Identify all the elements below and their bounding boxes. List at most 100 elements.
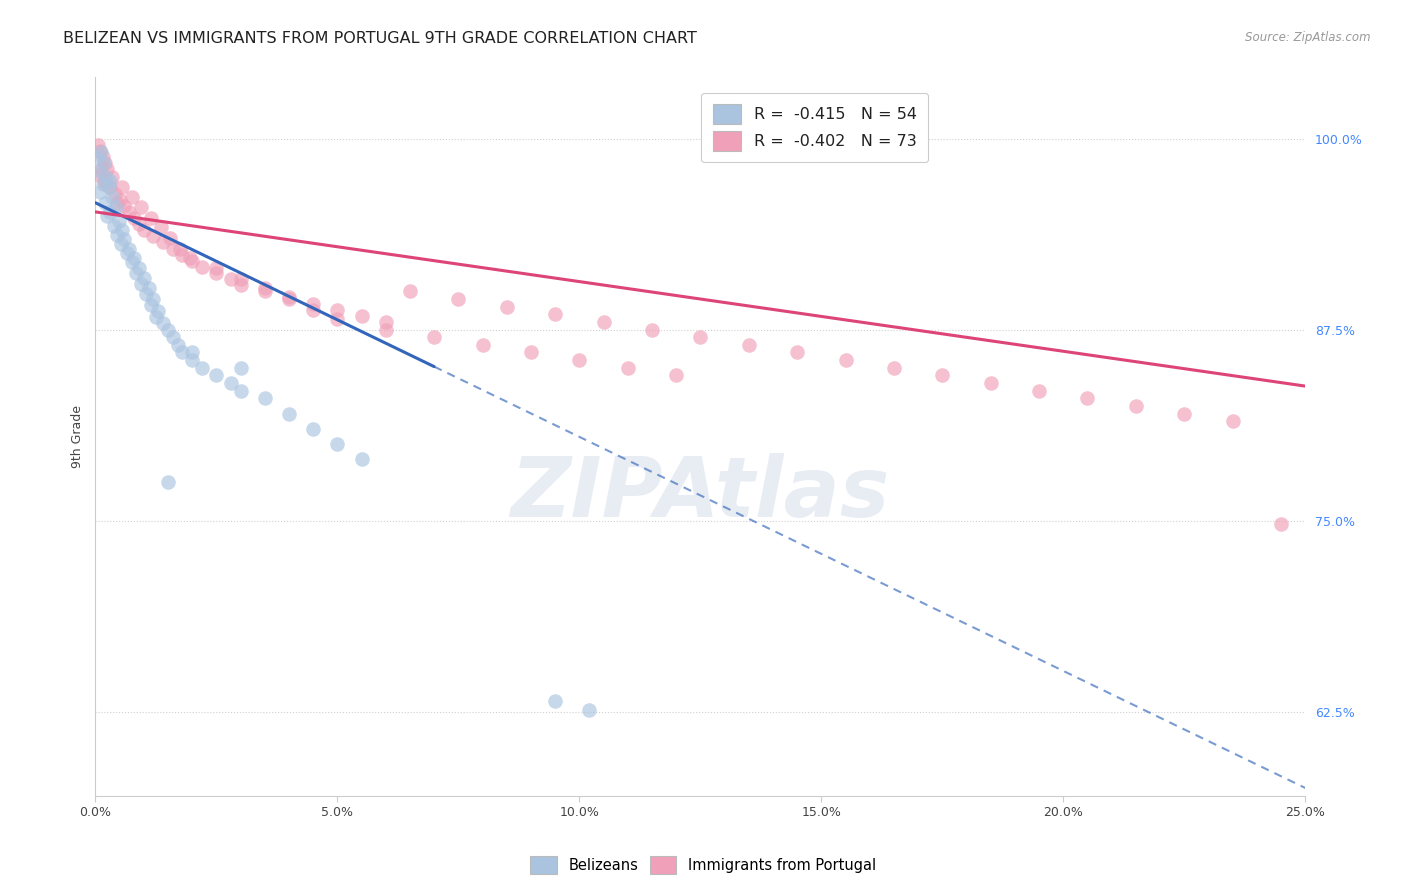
Point [278,290,301,304]
Point [166,338,188,352]
Point [172,248,194,262]
Point [1028,384,1050,398]
Point [181,345,204,359]
Point [90,162,112,177]
Point [101,169,124,184]
Point [229,384,252,398]
Point [118,242,141,256]
Point [105,227,128,242]
Point [1270,516,1292,531]
Point [89,185,111,199]
Point [205,266,228,280]
Point [159,231,181,245]
Point [578,703,600,717]
Point [132,223,155,237]
Point [152,235,174,250]
Point [89,163,111,178]
Text: Source: ZipAtlas.com: Source: ZipAtlas.com [1246,31,1371,45]
Point [122,251,145,265]
Point [108,193,131,207]
Point [101,189,124,203]
Point [471,338,494,352]
Point [544,694,567,708]
Point [121,255,143,269]
Point [104,186,127,201]
Point [142,229,165,244]
Point [302,302,325,317]
Point [350,452,373,467]
Point [1076,392,1098,406]
Point [90,145,112,160]
Point [278,407,301,421]
Legend: Belizeans, Immigrants from Portugal: Belizeans, Immigrants from Portugal [524,850,882,880]
Point [162,242,184,256]
Point [350,309,373,323]
Point [112,199,135,213]
Point [91,150,114,164]
Point [111,223,134,237]
Y-axis label: 9th Grade: 9th Grade [72,405,84,468]
Text: ZIPAtlas: ZIPAtlas [510,453,890,534]
Point [142,292,165,306]
Point [374,315,396,329]
Point [104,200,127,214]
Point [93,174,115,188]
Point [447,292,470,306]
Point [1222,414,1244,428]
Point [94,169,117,184]
Point [172,345,194,359]
Point [93,156,115,170]
Point [94,178,117,192]
Point [148,304,170,318]
Point [219,376,242,390]
Point [616,360,638,375]
Point [128,217,150,231]
Point [152,317,174,331]
Point [107,214,129,228]
Point [87,137,110,152]
Point [980,376,1002,390]
Point [181,353,204,368]
Point [423,330,446,344]
Point [253,281,276,295]
Point [132,270,155,285]
Point [544,307,567,321]
Point [96,210,118,224]
Point [110,237,132,252]
Point [112,232,135,246]
Point [89,144,111,158]
Point [641,322,664,336]
Point [97,180,120,194]
Point [121,189,143,203]
Point [94,156,117,170]
Point [253,392,276,406]
Point [179,251,201,265]
Point [495,300,517,314]
Point [89,168,111,182]
Point [145,310,167,325]
Point [149,220,172,235]
Point [665,368,688,383]
Point [592,315,614,329]
Point [156,475,179,490]
Point [131,200,153,214]
Point [118,205,141,219]
Point [229,278,252,293]
Point [326,311,349,326]
Point [156,322,179,336]
Point [131,277,153,291]
Point [205,261,228,276]
Point [302,296,325,310]
Point [91,178,114,192]
Point [302,422,325,436]
Legend: R =  -0.415   N = 54, R =  -0.402   N = 73: R = -0.415 N = 54, R = -0.402 N = 73 [702,93,928,162]
Point [103,219,125,233]
Point [139,211,162,225]
Point [229,272,252,286]
Point [326,437,349,451]
Point [122,211,145,225]
Point [738,338,761,352]
Point [139,298,162,312]
Point [169,242,191,256]
Point [111,180,134,194]
